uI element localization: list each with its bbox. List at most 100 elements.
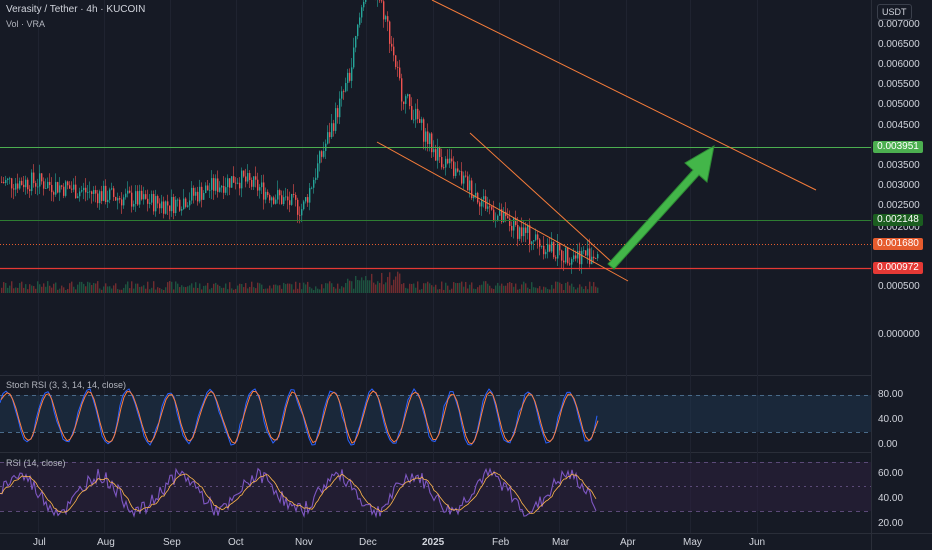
volume-bar	[139, 286, 141, 293]
volume-bar	[133, 288, 135, 293]
candle-body	[383, 1, 385, 20]
candle-body	[25, 179, 27, 188]
volume-bar	[505, 285, 507, 293]
candle-body	[191, 187, 193, 201]
candle-body	[565, 247, 567, 263]
rsi-title[interactable]: RSI (14, close)	[6, 458, 66, 468]
candle-body	[281, 195, 283, 205]
channel-upper-line[interactable]	[469, 132, 616, 266]
volume-bar	[445, 282, 447, 293]
candle-body	[213, 178, 215, 191]
volume-bar	[329, 281, 331, 293]
candle-body	[275, 199, 277, 204]
symbol-title[interactable]: Verasity / Tether · 4h · KUCOIN	[6, 4, 146, 15]
candle-body	[117, 198, 119, 201]
candle-body	[1, 181, 3, 183]
volume-bar	[515, 283, 517, 293]
stoch-rsi-title[interactable]: Stoch RSI (3, 3, 14, 14, close)	[6, 380, 127, 390]
candle-body	[169, 205, 171, 212]
volume-bar	[545, 287, 547, 293]
candle-body	[33, 172, 35, 184]
candle-body	[109, 189, 111, 200]
volume-bar	[109, 286, 111, 293]
volume-bar	[203, 285, 205, 293]
volume-bar	[381, 272, 383, 293]
volume-bar	[419, 289, 421, 293]
candle-body	[7, 178, 9, 181]
volume-bar	[479, 285, 481, 293]
volume-bar	[1, 287, 3, 293]
candle-body	[131, 192, 133, 207]
volume-bar	[567, 281, 569, 293]
candle-body	[227, 178, 229, 188]
volume-bar	[137, 283, 139, 293]
candle-body	[35, 183, 37, 187]
candle-body	[513, 218, 515, 231]
volume-bar	[265, 288, 267, 293]
candle-body	[417, 108, 419, 119]
resistance-price-tag[interactable]: 0.003951	[873, 141, 923, 153]
volume-bar	[405, 287, 407, 293]
candle-body	[143, 194, 145, 200]
candle-body	[149, 202, 151, 204]
candle-body	[91, 191, 93, 194]
volume-bar	[313, 289, 315, 293]
volume-bar	[281, 288, 283, 293]
volume-bar	[89, 282, 91, 293]
volume-bar	[323, 288, 325, 293]
volume-bar	[565, 282, 567, 293]
candle-body	[147, 198, 149, 204]
candle-body	[271, 197, 273, 201]
candle-body	[549, 244, 551, 252]
volume-bar	[349, 280, 351, 293]
channel-lower-line[interactable]	[376, 141, 629, 282]
volume-bar	[81, 281, 83, 293]
candle-body	[203, 192, 205, 200]
volume-bar	[187, 286, 189, 293]
candle-body	[515, 218, 517, 225]
last-price-tag[interactable]: 0.001680	[873, 238, 923, 250]
volume-bar	[417, 281, 419, 293]
main-pane[interactable]	[0, 0, 871, 375]
candle-body	[105, 185, 107, 203]
volume-title[interactable]: Vol · VRA	[6, 19, 46, 29]
volume-bar	[275, 284, 277, 293]
volume-bar	[527, 287, 529, 293]
candle-body	[107, 199, 109, 203]
volume-bar	[129, 288, 131, 293]
candle-body	[539, 239, 541, 247]
volume-bar	[551, 284, 553, 293]
volume-bar	[9, 285, 11, 293]
candle-body	[153, 193, 155, 212]
candle-body	[259, 187, 261, 191]
candle-body	[61, 185, 63, 187]
candle-body	[399, 67, 401, 79]
volume-bar	[583, 288, 585, 293]
candle-body	[319, 151, 321, 164]
candle-body	[359, 17, 361, 25]
volume-bar	[413, 283, 415, 293]
low-price-tag[interactable]: 0.000972	[873, 262, 923, 274]
candle-body	[397, 66, 399, 68]
breakout-arrow[interactable]	[607, 145, 715, 270]
volume-bar	[477, 287, 479, 293]
candle-body	[551, 241, 553, 252]
candle-body	[187, 205, 189, 207]
price-tick: 0.002500	[878, 200, 920, 211]
time-label: Oct	[228, 537, 244, 548]
volume-bar	[447, 285, 449, 293]
volume-bar	[305, 284, 307, 293]
volume-bar	[373, 282, 375, 293]
candle-body	[111, 188, 113, 190]
candle-body	[575, 255, 577, 259]
volume-bar	[53, 283, 55, 293]
volume-bar	[295, 281, 297, 293]
candle-body	[151, 193, 153, 203]
upper-trendline[interactable]	[431, 0, 817, 191]
volume-bar	[195, 282, 197, 293]
candle-body	[23, 184, 25, 188]
support-price-tag[interactable]: 0.002148	[873, 214, 923, 226]
volume-bar	[65, 289, 67, 293]
currency-badge[interactable]: USDT	[877, 4, 912, 20]
